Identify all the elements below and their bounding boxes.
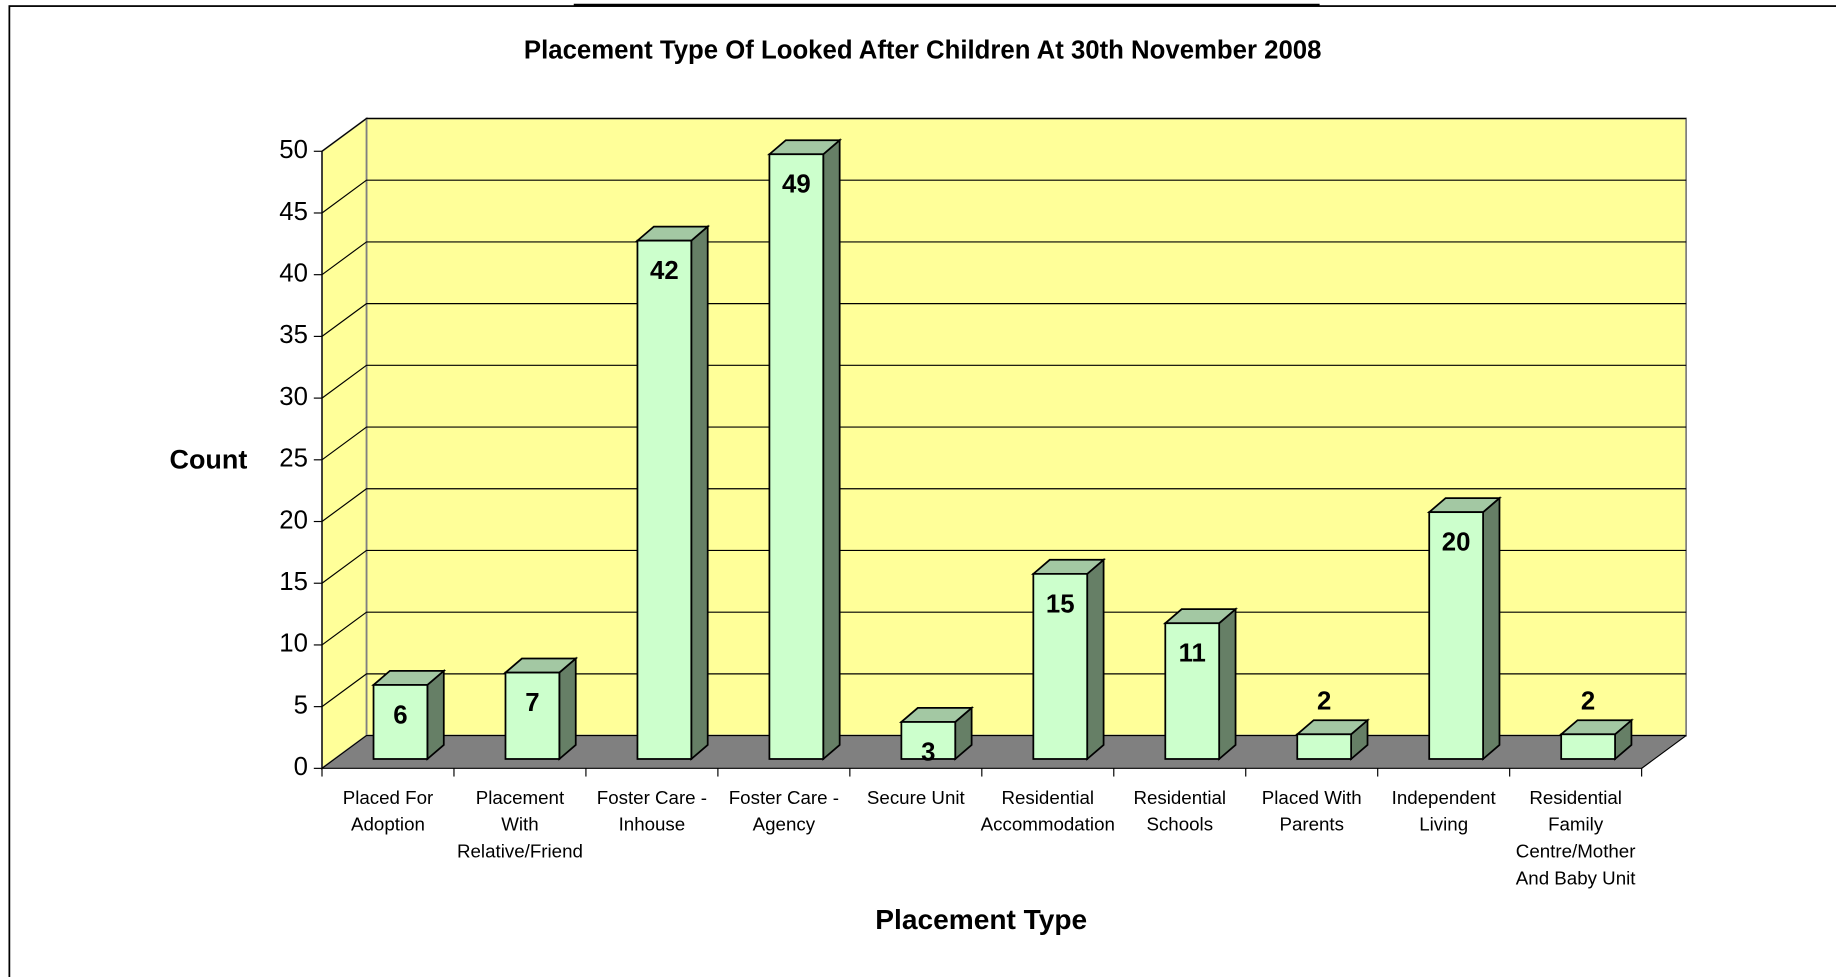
bar-side <box>558 656 577 761</box>
grid-line <box>321 364 1687 399</box>
x-tick-label: Secure Unit <box>867 787 966 808</box>
x-tick-label: Placed For Adoption <box>343 787 434 835</box>
bar <box>1164 622 1221 760</box>
bar-side <box>822 138 841 761</box>
data-label: 15 <box>1046 590 1075 618</box>
bar <box>900 721 957 760</box>
x-tick-label: Residential Schools <box>1133 787 1226 835</box>
bar <box>1032 572 1089 760</box>
y-tick-label: 35 <box>279 321 308 349</box>
data-label: 2 <box>1581 687 1595 715</box>
plot-area: 0 5 10 15 20 25 30 35 40 45 50 6 Placed For Adoption 7… <box>279 116 1688 889</box>
y-axis-title: Count <box>170 445 248 475</box>
grid-line <box>321 117 1687 152</box>
bar <box>1428 511 1484 760</box>
x-tick-label: Residential Accommodation <box>981 787 1115 835</box>
chart-title: Placement Type Of Looked After Children … <box>524 37 1322 65</box>
bar-side <box>690 224 709 761</box>
bar <box>504 671 561 760</box>
bar <box>1296 733 1353 760</box>
bar <box>768 153 825 760</box>
y-tick-label: 40 <box>279 260 308 288</box>
bar <box>636 239 693 760</box>
y-tick-label: 25 <box>279 445 308 473</box>
y-tick-label: 5 <box>294 691 308 719</box>
x-axis-depth <box>1641 735 1687 769</box>
bar-side <box>1482 496 1501 761</box>
data-label: 49 <box>782 171 811 199</box>
grid-line <box>321 303 1687 337</box>
data-label: 7 <box>525 689 539 717</box>
x-tick-label: Residential Family Centre/Mother And Baby U… <box>1516 787 1636 889</box>
bar-side <box>426 668 445 761</box>
x-axis-title: Placement Type <box>875 904 1087 935</box>
data-label: 6 <box>393 701 407 729</box>
bar <box>1560 733 1616 760</box>
x-tick-label: Placed With Parents <box>1262 787 1362 835</box>
data-label: 11 <box>1179 640 1206 668</box>
bar-side <box>1086 557 1105 761</box>
x-tick-label: Independent Living <box>1392 787 1497 835</box>
grid-line <box>321 549 1687 584</box>
data-label: 2 <box>1317 687 1331 715</box>
grid-line <box>321 488 1687 522</box>
grid-line <box>321 673 1687 708</box>
x-tick-label: Foster Care -Inhouse <box>597 787 707 835</box>
x-tick-label: Foster Care -Agency <box>729 787 839 835</box>
y-tick-label: 10 <box>279 630 308 658</box>
data-label: 42 <box>650 257 679 285</box>
grid-line <box>321 241 1687 276</box>
grid-line <box>321 734 1687 769</box>
y-tick-label: 20 <box>279 506 308 534</box>
data-label: 20 <box>1442 529 1471 557</box>
y-tick-label: 50 <box>279 136 308 164</box>
grid-line <box>321 426 1687 461</box>
bar-side <box>1218 607 1237 761</box>
data-label: 3 <box>921 738 935 766</box>
bar <box>372 684 429 760</box>
grid-line <box>321 611 1687 646</box>
grid-line <box>321 179 1687 214</box>
y-tick-label: 15 <box>279 568 308 596</box>
y-tick-label: 45 <box>279 198 308 226</box>
y-tick-label: 0 <box>294 753 308 781</box>
y-tick-label: 30 <box>279 383 308 411</box>
x-tick-label: Placement With Relative/Friend <box>457 787 583 862</box>
